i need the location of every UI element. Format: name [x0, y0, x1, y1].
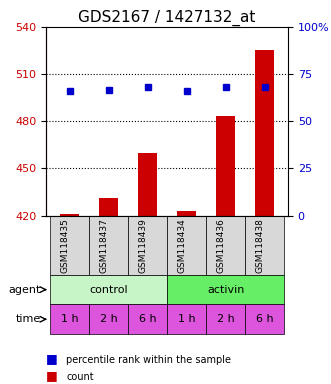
Bar	[50, 275, 167, 305]
Bar	[128, 305, 167, 334]
Text: GSM118439: GSM118439	[139, 218, 148, 273]
Bar	[167, 215, 206, 275]
Text: ■: ■	[46, 352, 58, 365]
Bar	[89, 215, 128, 275]
Text: GSM118435: GSM118435	[61, 218, 70, 273]
Bar	[167, 305, 206, 334]
Bar	[99, 198, 118, 215]
Bar	[128, 215, 167, 275]
Text: 2 h: 2 h	[217, 314, 234, 324]
Text: activin: activin	[207, 285, 244, 295]
Bar	[206, 305, 245, 334]
Text: 2 h: 2 h	[100, 314, 118, 324]
Text: control: control	[89, 285, 128, 295]
Text: agent: agent	[9, 285, 41, 295]
Text: count: count	[66, 372, 94, 382]
Text: time: time	[16, 314, 41, 324]
Text: 1 h: 1 h	[178, 314, 195, 324]
Bar	[89, 305, 128, 334]
Text: GSM118437: GSM118437	[100, 218, 109, 273]
Bar	[177, 211, 196, 215]
Bar	[138, 152, 158, 215]
Bar	[206, 215, 245, 275]
Bar	[60, 214, 79, 215]
Text: GSM118438: GSM118438	[256, 218, 264, 273]
Bar	[216, 116, 235, 215]
Bar	[50, 305, 89, 334]
Text: 6 h: 6 h	[139, 314, 157, 324]
Text: 6 h: 6 h	[256, 314, 273, 324]
Text: GSM118434: GSM118434	[178, 218, 187, 273]
Text: percentile rank within the sample: percentile rank within the sample	[66, 355, 231, 365]
Text: 1 h: 1 h	[61, 314, 78, 324]
Bar	[245, 305, 284, 334]
Bar	[255, 50, 274, 215]
Bar	[50, 215, 89, 275]
Bar	[245, 215, 284, 275]
Text: GSM118436: GSM118436	[216, 218, 226, 273]
Text: ■: ■	[46, 369, 58, 382]
Title: GDS2167 / 1427132_at: GDS2167 / 1427132_at	[78, 9, 256, 25]
Bar	[167, 275, 284, 305]
